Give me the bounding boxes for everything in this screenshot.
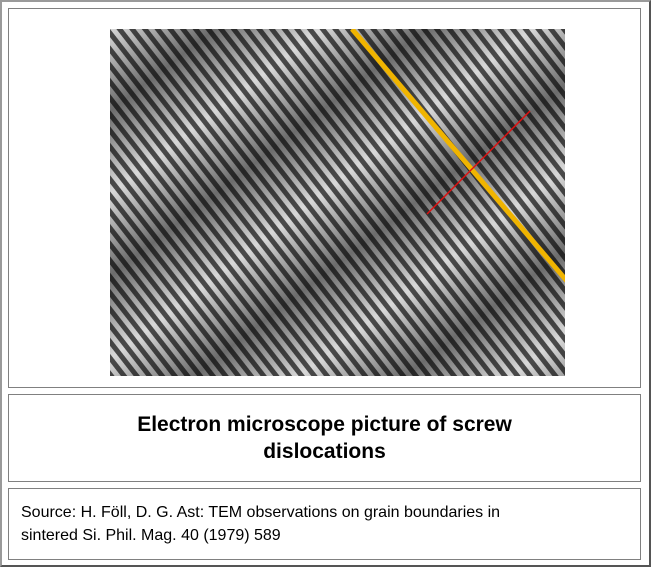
micrograph [110,29,565,376]
caption: Electron microscope picture of screw dis… [137,413,512,463]
source-cell: Source: H. Föll, D. G. Ast: TEM observat… [8,488,641,560]
contrast-bands [110,29,565,376]
image-cell [8,8,641,388]
caption-cell: Electron microscope picture of screw dis… [8,394,641,482]
yellow-line [350,29,565,283]
source: Source: H. Föll, D. G. Ast: TEM observat… [21,504,501,544]
red-line [426,110,531,215]
